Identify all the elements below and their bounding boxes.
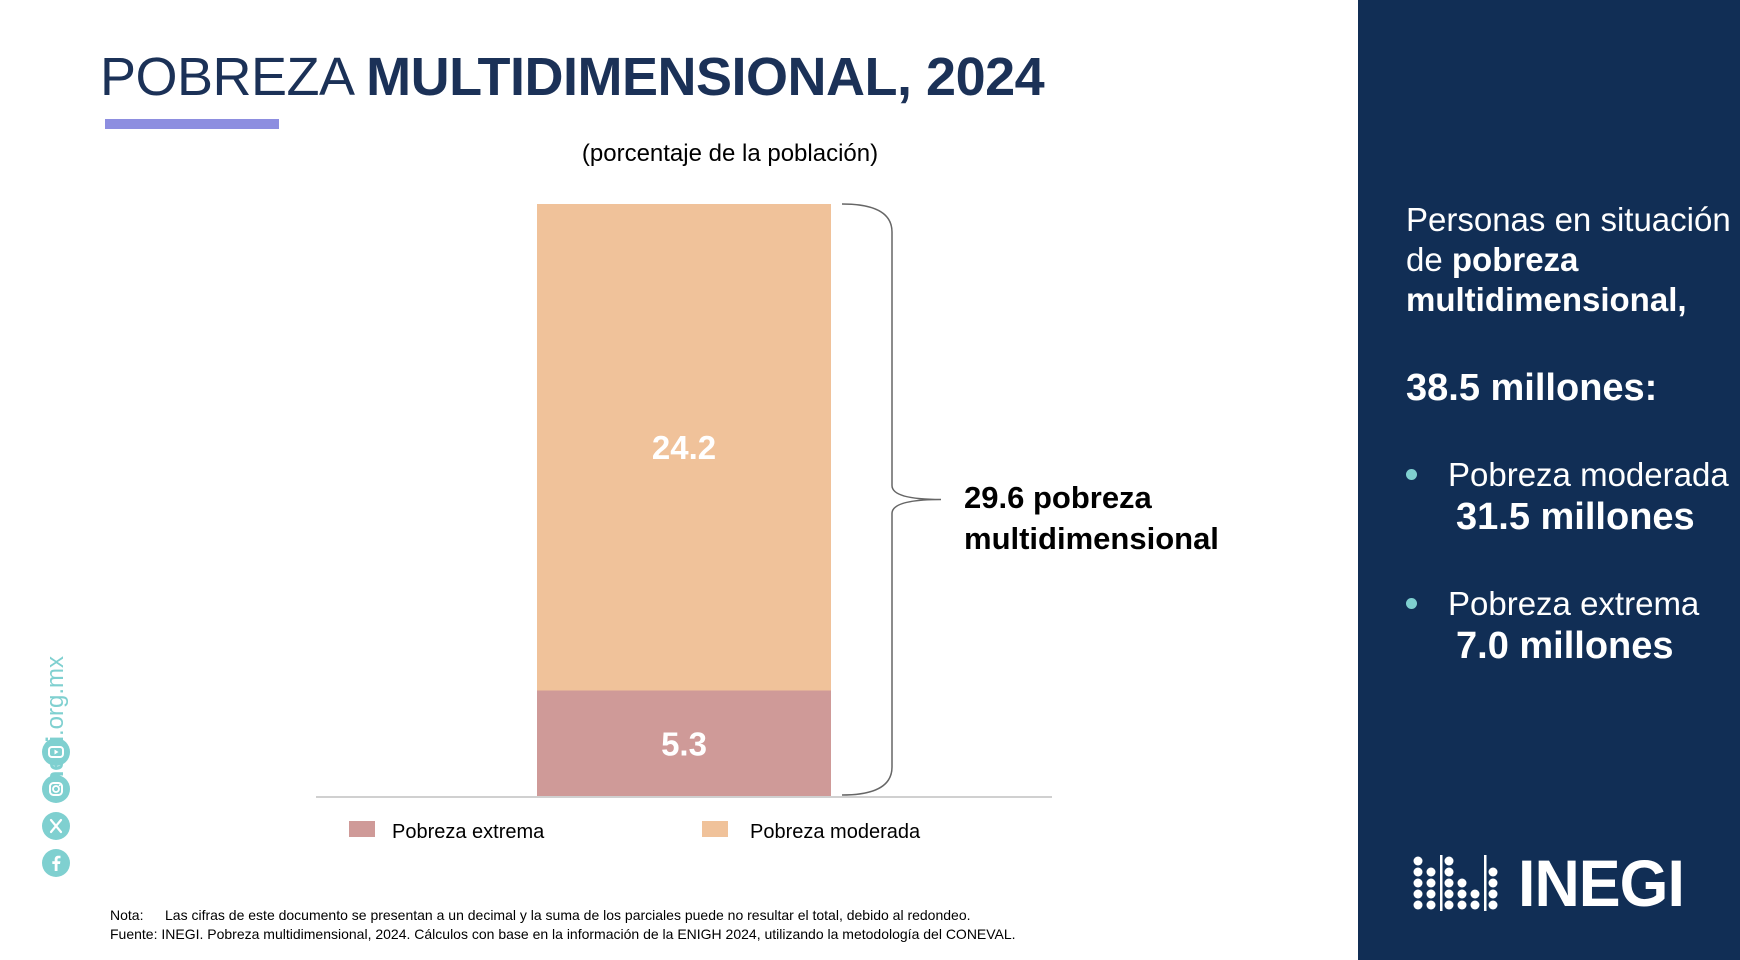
title-light: POBREZA <box>100 47 352 107</box>
title-accent-bar <box>105 119 279 129</box>
chart-bars: 5.3 24.2 <box>537 204 831 797</box>
legend-label-extrema: Pobreza extrema <box>392 821 545 843</box>
logo-dot <box>1444 867 1454 877</box>
website-url[interactable]: inegi.org.mx <box>42 656 70 792</box>
instagram-icon[interactable] <box>42 775 70 803</box>
legend-swatch-moderada <box>702 821 728 837</box>
logo-dot <box>1426 867 1436 877</box>
panel-heading: Personas en situación de pobreza multidi… <box>1406 200 1740 320</box>
nota-label: Nota: <box>110 907 144 923</box>
logo-dot <box>1470 900 1480 910</box>
logo-divider <box>1440 855 1443 911</box>
bar-value-label-extrema: 5.3 <box>661 726 707 763</box>
bar-segment-extrema <box>537 690 831 797</box>
logo-dot <box>1426 878 1436 888</box>
fuente-label: Fuente: <box>110 926 158 942</box>
panel-total: 38.5 millones: <box>1406 367 1658 409</box>
stacked-bar-chart: (porcentaje de la población) 5.3 24.2 29.… <box>316 140 1219 843</box>
logo-divider <box>1484 855 1487 911</box>
total-annotation-line1: 29.6 pobreza <box>964 480 1153 515</box>
logo-dot <box>1488 878 1498 888</box>
panel-item-label: Pobreza extrema <box>1448 585 1700 622</box>
chart-subtitle: (porcentaje de la población) <box>582 140 878 167</box>
page-title: POBREZA MULTIDIMENSIONAL, 2024 <box>100 42 1045 112</box>
fuente-text: INEGI. Pobreza multidimensional, 2024. C… <box>161 926 1016 942</box>
logo-dot <box>1413 889 1423 899</box>
logo-dot <box>1444 900 1454 910</box>
website-url-rest: .org.mx <box>42 655 69 736</box>
logo-dot <box>1470 889 1480 899</box>
logo-dot <box>1413 900 1423 910</box>
logo-dot <box>1413 878 1423 888</box>
legend: Pobreza extrema Pobreza moderada <box>349 821 921 843</box>
logo-dot <box>1488 867 1498 877</box>
logo-dot <box>1444 889 1454 899</box>
bar-value-label-moderada: 24.2 <box>652 429 716 466</box>
logo-dot <box>1457 900 1467 910</box>
footnotes: Nota: Las cifras de este documento se pre… <box>110 906 1016 944</box>
logo-dot <box>1488 900 1498 910</box>
bar-segment-moderada <box>537 204 831 691</box>
inegi-logo-text: INEGI <box>1518 846 1685 920</box>
total-brace <box>841 203 942 796</box>
total-annotation: 29.6 pobreza multidimensional <box>964 480 1219 556</box>
panel-item-label: Pobreza moderada <box>1448 456 1729 493</box>
panel-item-value: 7.0 millones <box>1456 625 1674 667</box>
bullet-dot-icon <box>1406 469 1417 480</box>
logo-dot <box>1426 889 1436 899</box>
logo-dot <box>1457 878 1467 888</box>
logo-dot <box>1488 889 1498 899</box>
panel-item-value: 31.5 millones <box>1456 496 1695 538</box>
x-icon[interactable] <box>42 812 70 840</box>
fuente-line: Fuente: INEGI. Pobreza multidimensional,… <box>110 925 1016 944</box>
panel-heading-bold: pobreza multidimensional, <box>1406 241 1687 318</box>
logo-dot <box>1413 856 1423 866</box>
logo-dot <box>1444 878 1454 888</box>
nota-line: Nota: Las cifras de este documento se pre… <box>110 906 1016 925</box>
summary-panel: Personas en situación de pobreza multidi… <box>1358 0 1740 960</box>
bullet-dot-icon <box>1406 598 1417 609</box>
logo-dot <box>1413 867 1423 877</box>
facebook-icon[interactable] <box>42 849 70 877</box>
panel-heading-prefix: Personas en situación de <box>1406 201 1731 278</box>
youtube-icon[interactable] <box>42 738 70 766</box>
total-annotation-line2: multidimensional <box>964 521 1219 556</box>
logo-dot <box>1426 900 1436 910</box>
title-bold: MULTIDIMENSIONAL, 2024 <box>366 47 1045 107</box>
logo-dot <box>1457 889 1467 899</box>
inegi-logo-icon <box>1413 855 1498 911</box>
logo-dot <box>1444 856 1454 866</box>
legend-label-moderada: Pobreza moderada <box>750 821 921 843</box>
nota-text: Las cifras de este documento se presenta… <box>165 907 971 923</box>
legend-swatch-extrema <box>349 821 375 837</box>
